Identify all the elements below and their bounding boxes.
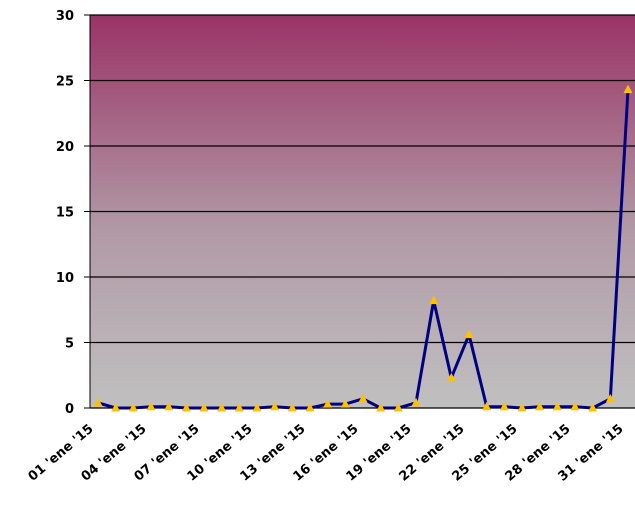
y-tick-label: 25	[56, 75, 74, 90]
marker	[181, 403, 191, 412]
marker	[305, 403, 315, 412]
marker	[376, 403, 386, 412]
marker	[499, 401, 509, 411]
y-tick-label: 30	[56, 9, 74, 24]
y-tick-label: 15	[56, 206, 74, 221]
marker	[358, 393, 368, 403]
marker	[252, 403, 262, 412]
marker	[270, 401, 280, 411]
marker	[570, 401, 580, 411]
marker	[234, 403, 244, 412]
marker	[340, 399, 350, 408]
marker	[588, 403, 598, 412]
marker	[199, 403, 209, 412]
marker	[552, 401, 562, 411]
marker	[111, 403, 121, 412]
marker	[323, 399, 333, 408]
marker	[393, 403, 403, 412]
y-tick-label: 10	[56, 271, 74, 286]
marker	[128, 403, 138, 412]
marker	[146, 401, 156, 411]
marker	[287, 403, 297, 412]
marker	[605, 393, 615, 403]
marker	[464, 329, 474, 339]
marker	[411, 397, 421, 407]
marker	[517, 403, 527, 412]
y-tick-label: 20	[56, 140, 74, 155]
y-tick-label: 0	[65, 402, 74, 417]
marker	[623, 84, 633, 94]
marker	[164, 401, 174, 411]
marker	[482, 401, 492, 411]
marker	[446, 372, 456, 382]
marker	[535, 401, 545, 411]
marker	[217, 403, 227, 412]
marker	[93, 397, 103, 407]
marker	[429, 295, 439, 305]
y-tick-label: 5	[65, 337, 74, 352]
